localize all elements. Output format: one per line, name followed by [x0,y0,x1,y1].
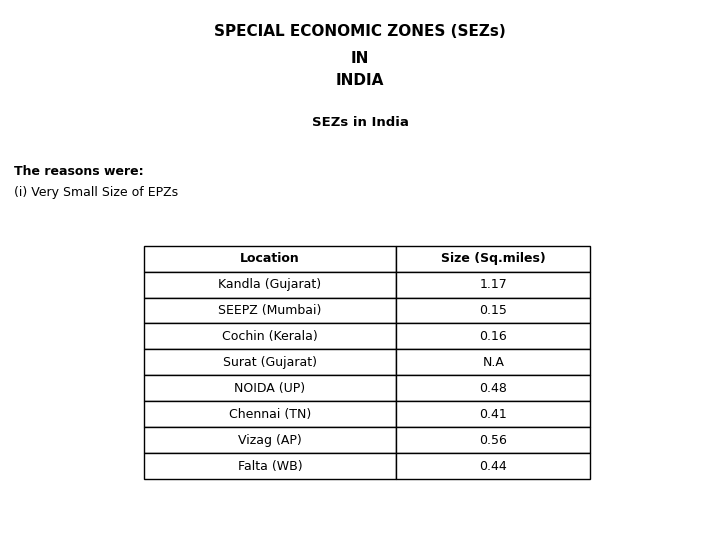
Text: SPECIAL ECONOMIC ZONES (SEZs): SPECIAL ECONOMIC ZONES (SEZs) [214,24,506,39]
Text: INDIA: INDIA [336,73,384,88]
Bar [144,323,396,349]
Text: 1.17: 1.17 [480,278,507,291]
Bar [396,323,590,349]
Bar [144,375,396,401]
Text: 0.41: 0.41 [480,408,507,421]
Bar [396,375,590,401]
Text: 0.15: 0.15 [480,304,507,317]
Text: Chennai (TN): Chennai (TN) [229,408,311,421]
Text: Surat (Gujarat): Surat (Gujarat) [223,356,317,369]
Bar [144,427,396,453]
Bar [396,298,590,323]
Bar [396,349,590,375]
Text: 0.48: 0.48 [480,382,507,395]
Text: Falta (WB): Falta (WB) [238,460,302,472]
Bar [396,401,590,427]
Text: 0.16: 0.16 [480,330,507,343]
Text: SEZs in India: SEZs in India [312,116,408,129]
Text: Location: Location [240,252,300,265]
Text: Size (Sq.miles): Size (Sq.miles) [441,252,546,265]
Text: NOIDA (UP): NOIDA (UP) [235,382,305,395]
Text: Kandla (Gujarat): Kandla (Gujarat) [218,278,322,291]
Bar [396,246,590,272]
Bar [144,349,396,375]
Text: The reasons were:: The reasons were: [14,165,144,178]
Text: Vizag (AP): Vizag (AP) [238,434,302,447]
Bar [144,453,396,479]
Bar [396,272,590,298]
Text: SEEPZ (Mumbai): SEEPZ (Mumbai) [218,304,322,317]
Text: N.A: N.A [482,356,504,369]
Text: 0.56: 0.56 [480,434,507,447]
Bar [144,298,396,323]
Bar [396,427,590,453]
Text: 0.44: 0.44 [480,460,507,472]
Text: IN: IN [351,51,369,66]
Bar [144,401,396,427]
Bar [144,272,396,298]
Text: Cochin (Kerala): Cochin (Kerala) [222,330,318,343]
Text: (i) Very Small Size of EPZs: (i) Very Small Size of EPZs [14,186,179,199]
Bar [396,453,590,479]
Bar [144,246,396,272]
